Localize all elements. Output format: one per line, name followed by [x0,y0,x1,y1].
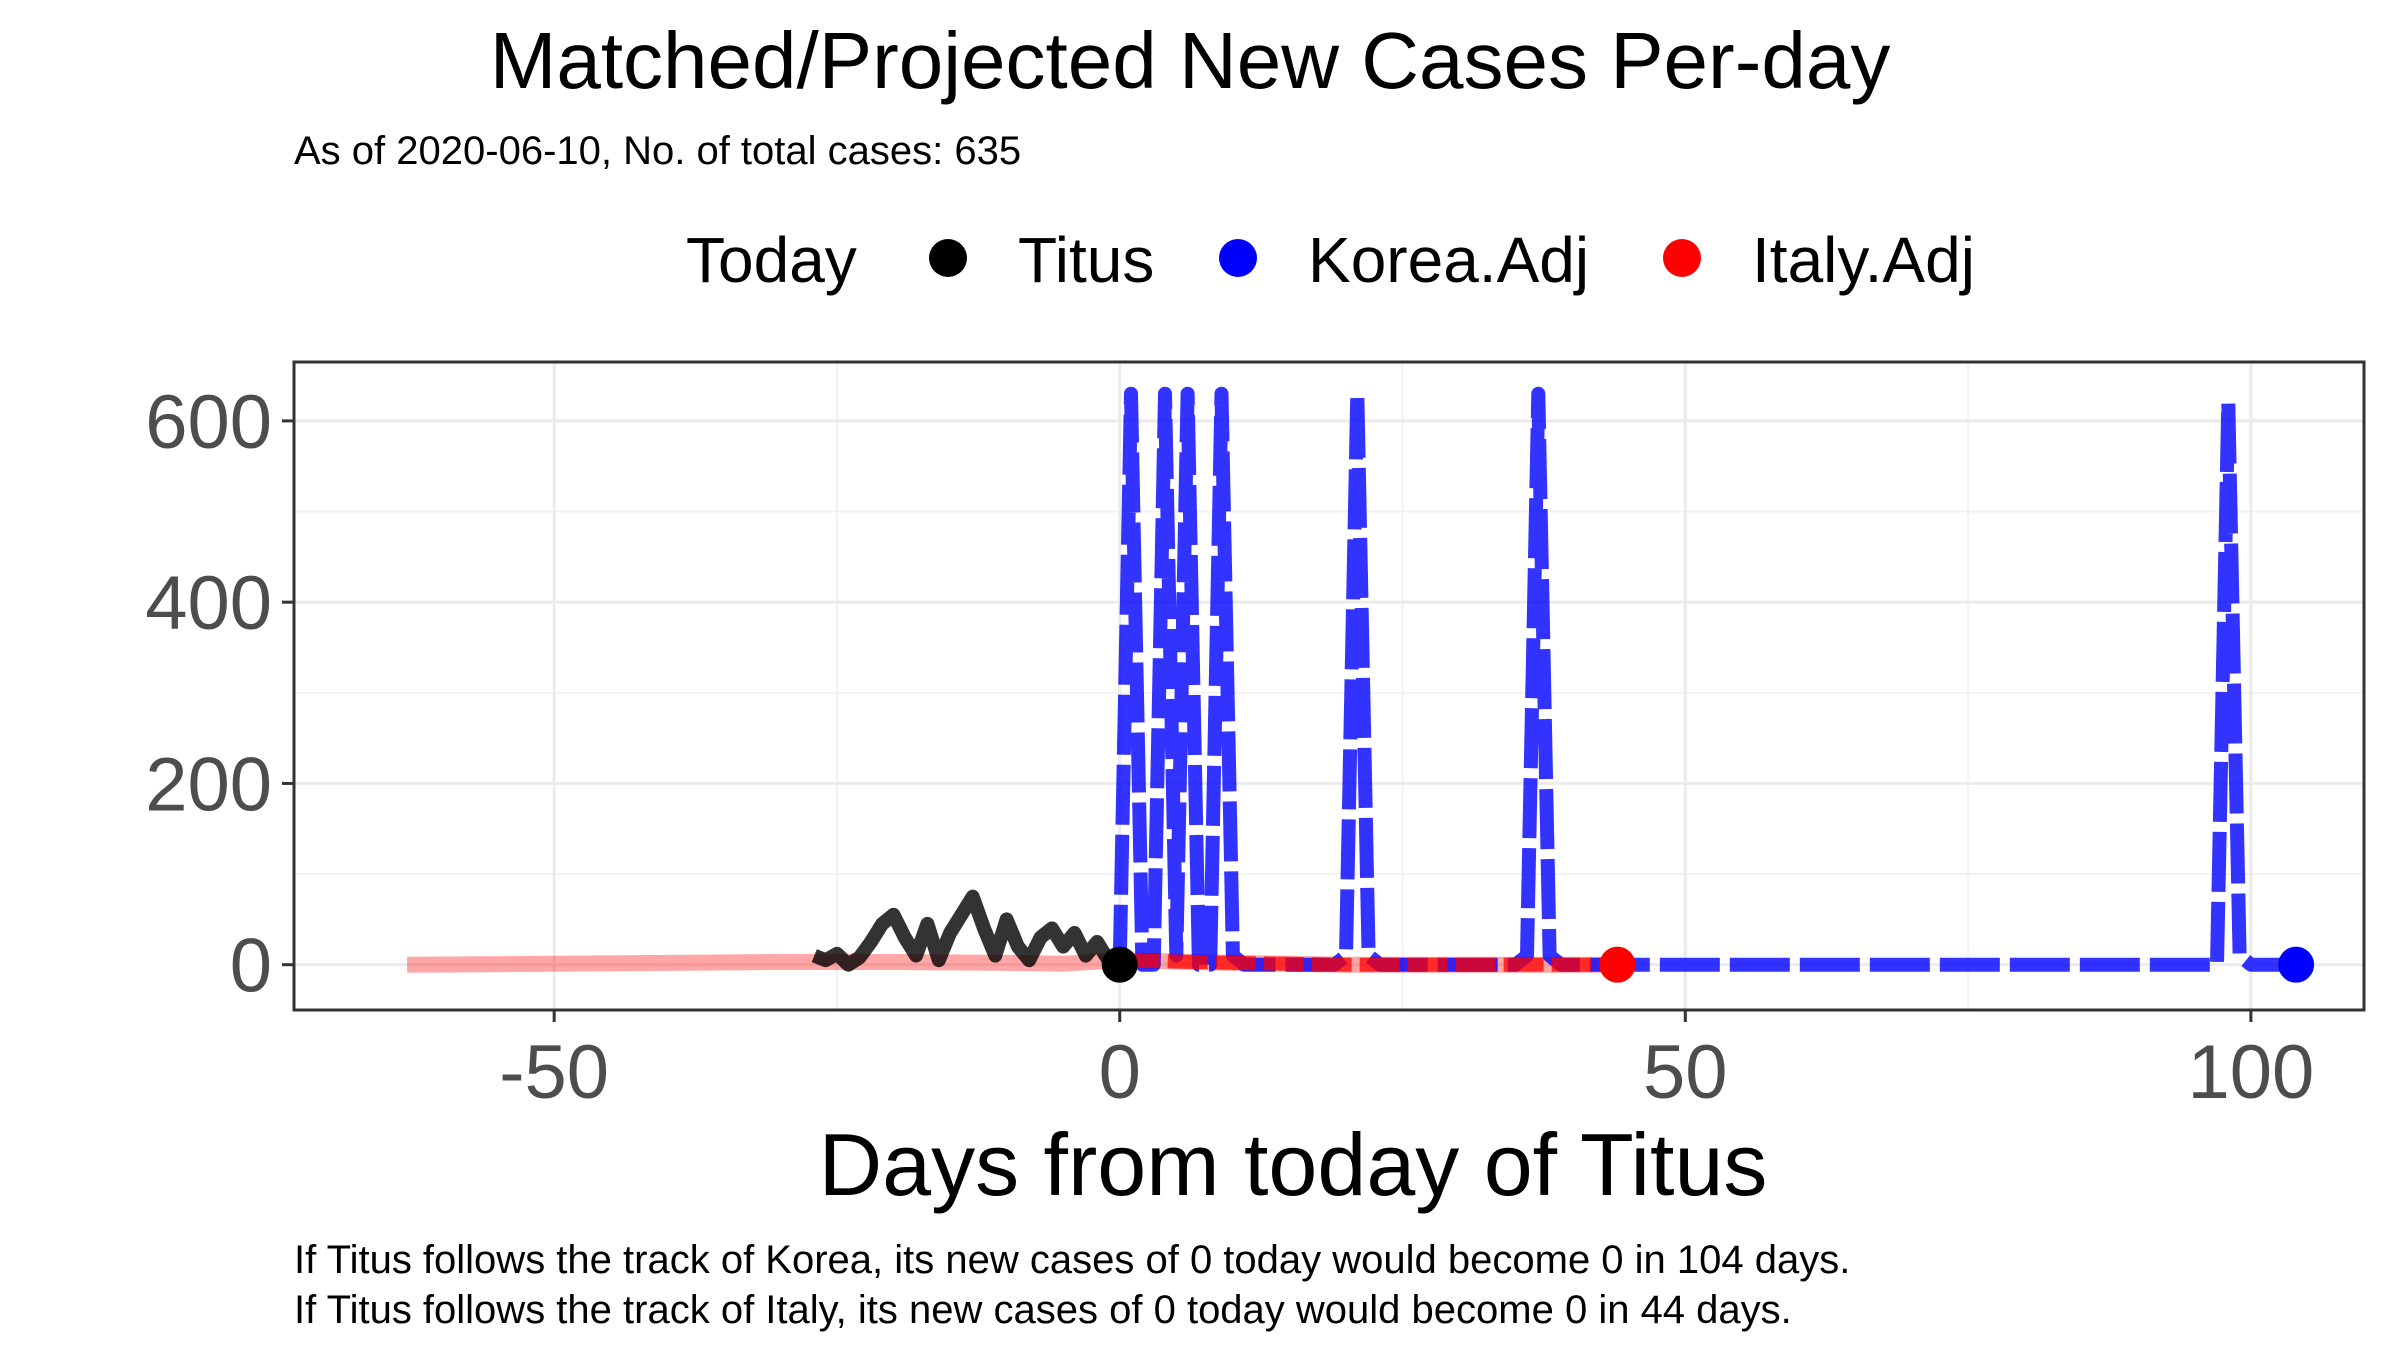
plot-area: -50 0 50 100 0 200 400 600 [145,360,2366,1115]
point-titus [1101,946,1138,983]
chart-title: Matched/Projected New Cases Per-day [490,16,1891,105]
x-axis-title: Days from today of Titus [819,1115,1768,1214]
x-tick-label: 0 [1099,1030,1141,1115]
x-tick-label: 100 [2187,1030,2314,1115]
caption-italy: If Titus follows the track of Italy, its… [294,1288,1792,1332]
x-tick-label: 50 [1643,1030,1728,1115]
legend-label-italy: Italy.Adj [1752,224,1975,296]
legend-title: Today [686,224,857,296]
x-tick-label: -50 [499,1030,609,1115]
legend-key-korea [1219,239,1257,277]
chart-subtitle: As of 2020-06-10, No. of total cases: 63… [294,129,1021,173]
caption-korea: If Titus follows the track of Korea, its… [294,1238,1850,1282]
series-line-italy-projected [1119,953,1618,972]
y-tick-label: 600 [145,380,272,465]
series-line-korea-adj [1112,386,2297,972]
legend: Today Titus Korea.Adj Italy.Adj [686,224,1975,296]
legend-label-korea: Korea.Adj [1308,224,1589,296]
legend-label-titus: Titus [1018,224,1154,296]
point-italy-adj [1599,946,1636,983]
y-tick-label: 0 [230,924,272,1009]
legend-key-titus [929,239,967,277]
plot-border [292,360,2366,1012]
legend-key-italy [1663,239,1701,277]
series-line-titus [811,889,1123,972]
point-korea-adj [2278,946,2315,983]
plot-background [294,362,2364,1010]
y-tick-label: 200 [145,742,272,827]
y-tick-label: 400 [145,561,272,646]
